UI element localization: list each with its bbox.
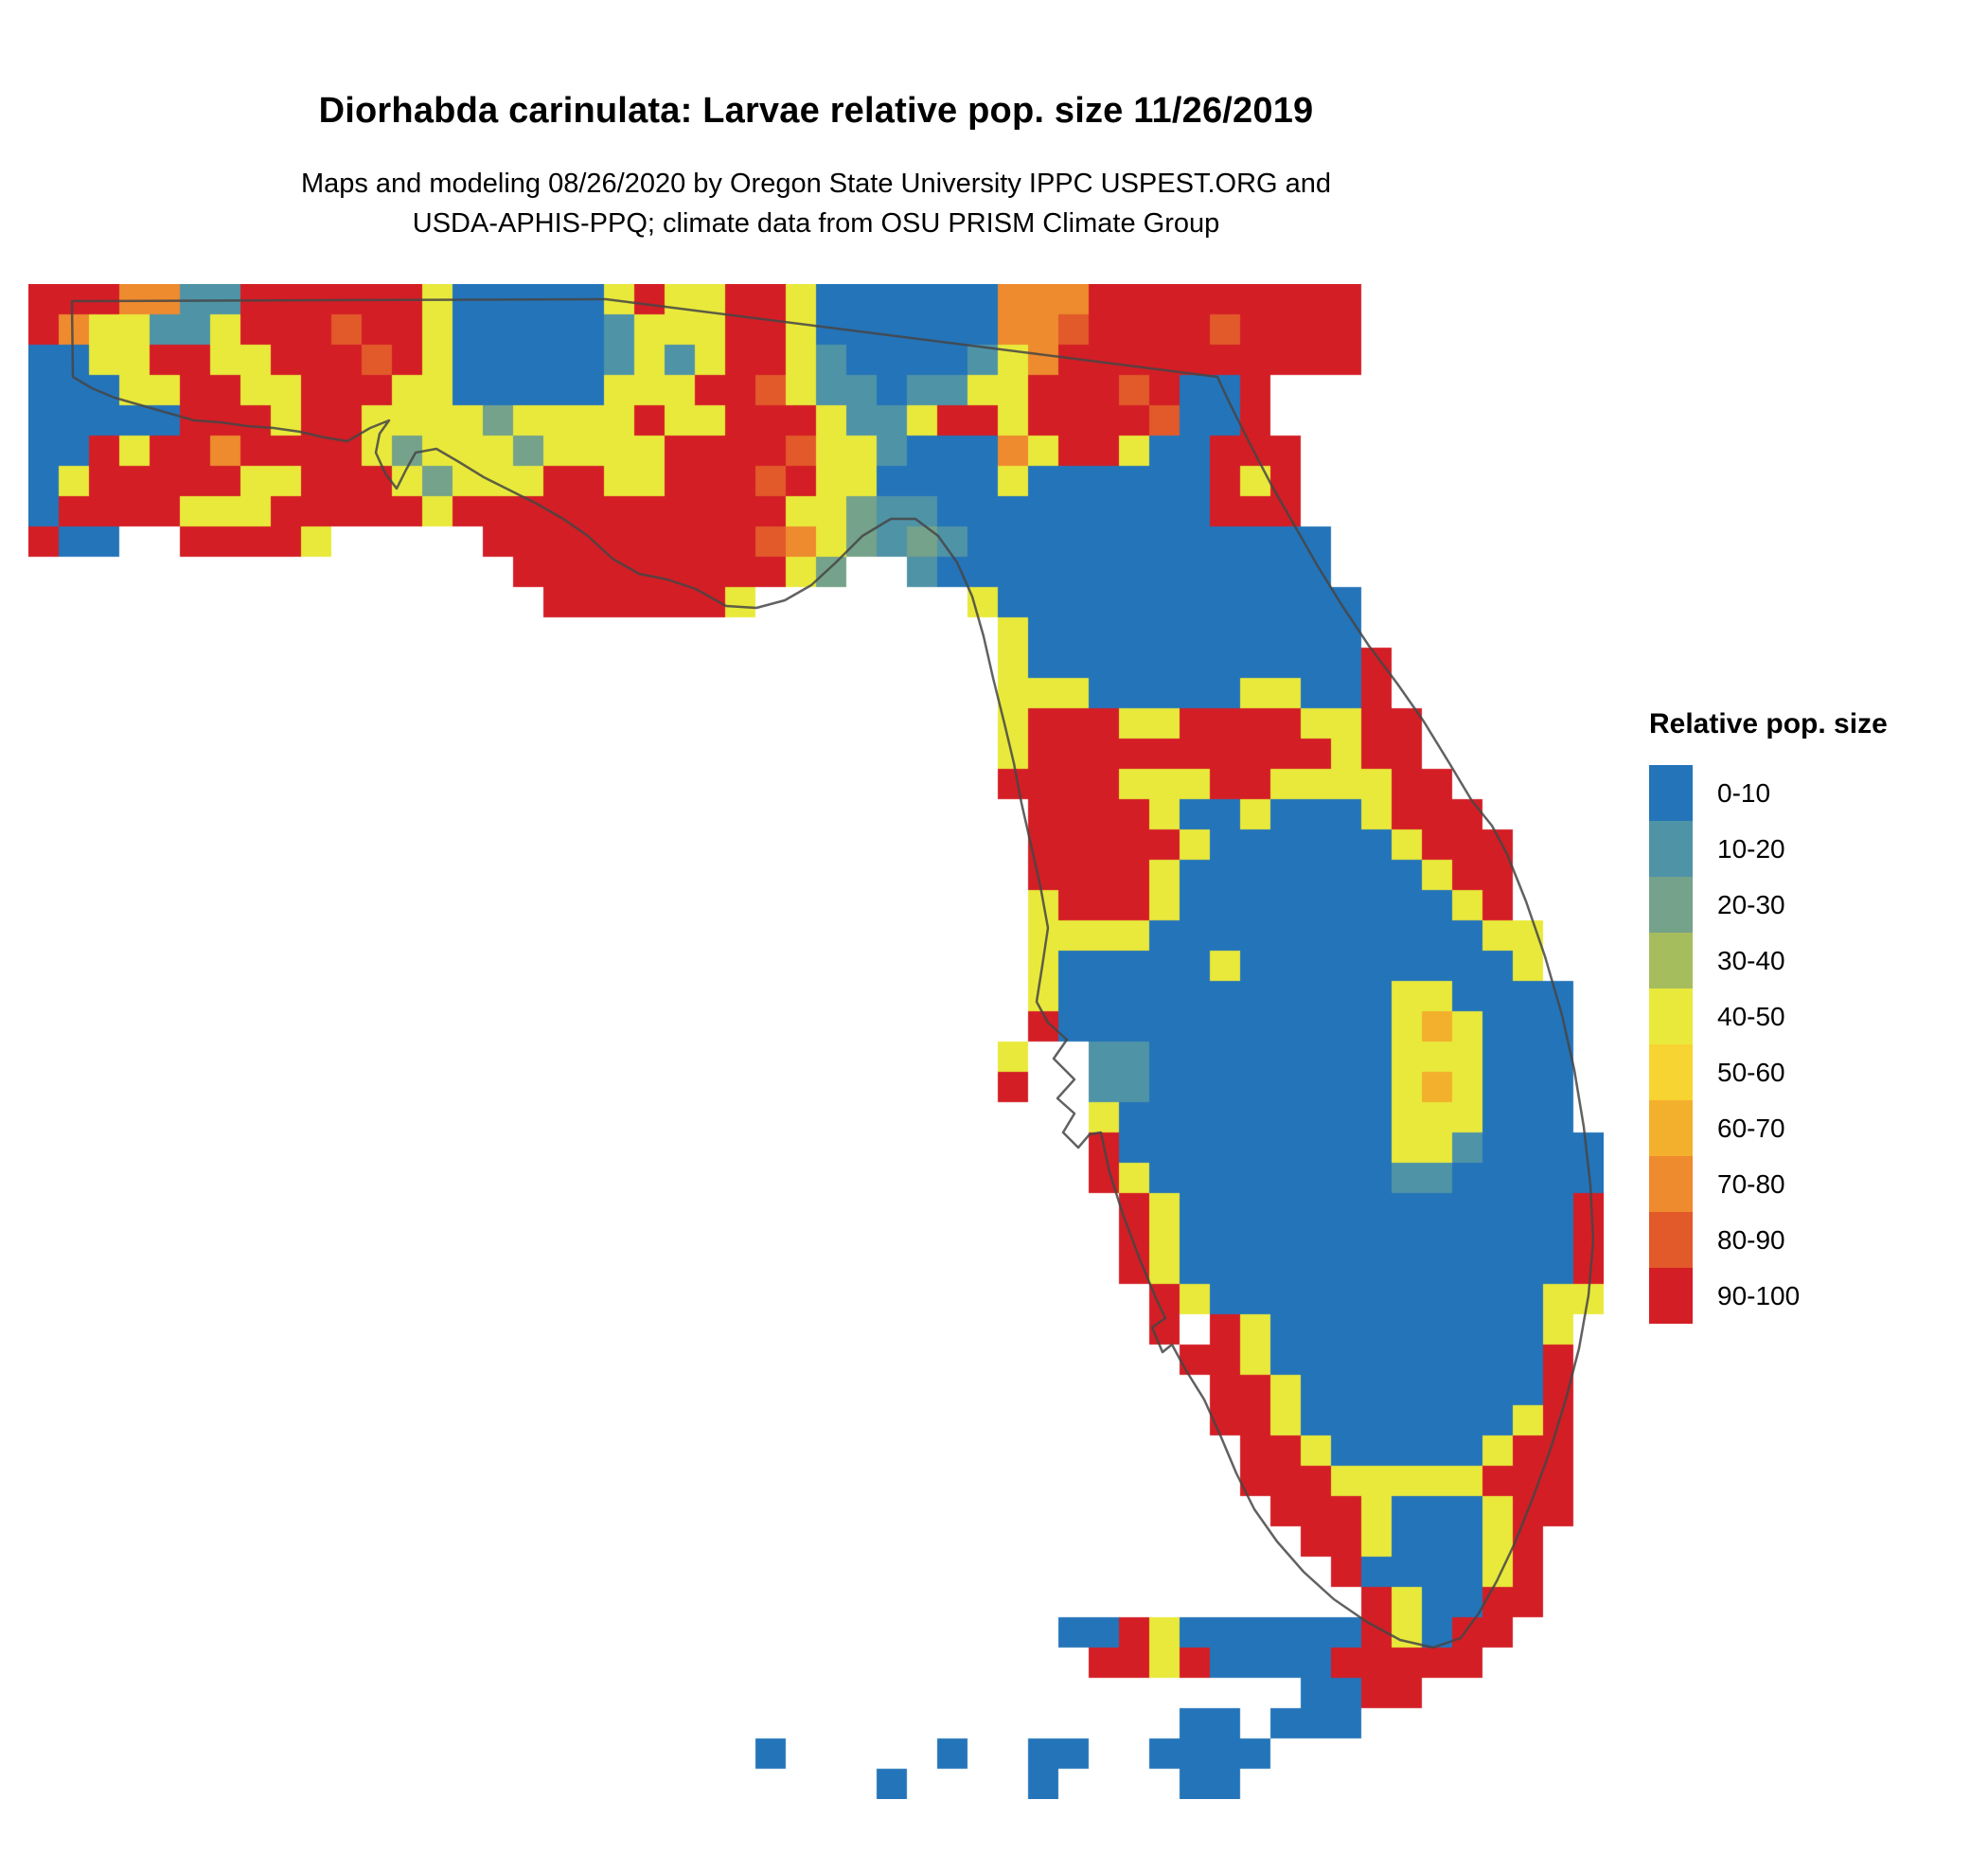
legend-item: 30-40 bbox=[1649, 933, 1888, 989]
legend-item-label: 40-50 bbox=[1717, 1001, 1785, 1031]
legend-item: 0-10 bbox=[1649, 765, 1888, 821]
legend-item: 50-60 bbox=[1649, 1044, 1888, 1100]
legend-item: 10-20 bbox=[1649, 821, 1888, 877]
florida-raster-map bbox=[28, 284, 1604, 1799]
legend-item-label: 70-80 bbox=[1717, 1168, 1785, 1199]
legend-swatch bbox=[1649, 933, 1693, 989]
legend-swatch bbox=[1649, 877, 1693, 933]
legend-item-label: 30-40 bbox=[1717, 945, 1785, 975]
legend-swatch bbox=[1649, 1156, 1693, 1212]
legend: Relative pop. size 0-10 10-20 20-30 30-40 40… bbox=[1649, 708, 1888, 1324]
legend-swatch bbox=[1649, 765, 1693, 821]
legend-item-label: 80-90 bbox=[1717, 1224, 1785, 1255]
legend-item-label: 20-30 bbox=[1717, 889, 1785, 919]
legend-item-label: 10-20 bbox=[1717, 833, 1785, 864]
map-subtitle: Maps and modeling 08/26/2020 by Oregon S… bbox=[0, 164, 1632, 243]
legend-item: 40-50 bbox=[1649, 989, 1888, 1044]
legend-items: 0-10 10-20 20-30 30-40 40-50 50-60 60-70 70-80 8… bbox=[1649, 765, 1888, 1324]
legend-item: 90-100 bbox=[1649, 1268, 1888, 1324]
legend-item: 60-70 bbox=[1649, 1100, 1888, 1156]
legend-item: 20-30 bbox=[1649, 877, 1888, 933]
subtitle-line-2: USDA-APHIS-PPQ; climate data from OSU PR… bbox=[412, 208, 1220, 240]
legend-item: 70-80 bbox=[1649, 1156, 1888, 1212]
legend-item-label: 0-10 bbox=[1717, 777, 1771, 808]
map-title: Diorhabda carinulata: Larvae relative po… bbox=[318, 91, 1314, 131]
legend-swatch bbox=[1649, 1044, 1693, 1100]
legend-swatch bbox=[1649, 1100, 1693, 1156]
legend-item: 80-90 bbox=[1649, 1212, 1888, 1268]
header: Diorhabda carinulata: Larvae relative po… bbox=[0, 91, 1632, 243]
legend-swatch bbox=[1649, 1212, 1693, 1268]
legend-item-label: 60-70 bbox=[1717, 1113, 1785, 1143]
legend-item-label: 90-100 bbox=[1717, 1280, 1801, 1310]
legend-swatch bbox=[1649, 821, 1693, 877]
subtitle-line-1: Maps and modeling 08/26/2020 by Oregon S… bbox=[300, 169, 1332, 199]
legend-swatch bbox=[1649, 989, 1693, 1044]
legend-title: Relative pop. size bbox=[1649, 708, 1888, 739]
legend-swatch bbox=[1649, 1268, 1693, 1324]
legend-item-label: 50-60 bbox=[1717, 1057, 1785, 1087]
